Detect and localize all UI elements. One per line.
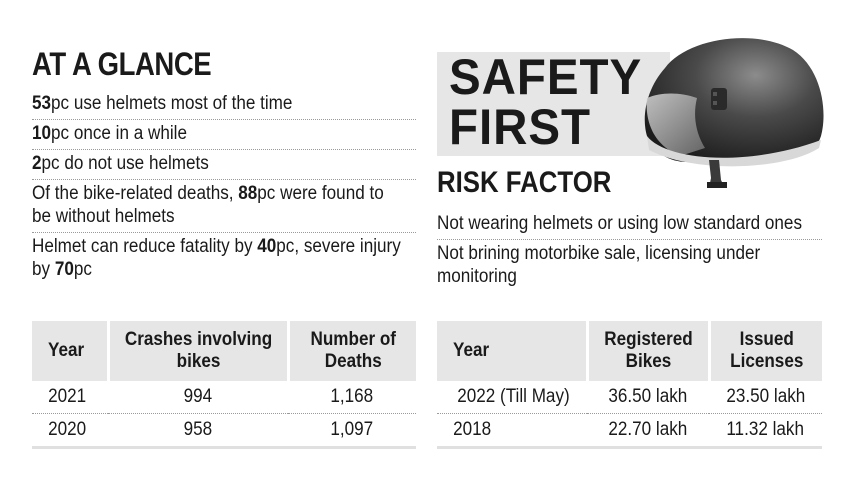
table-cell: 2022 (Till May) <box>457 386 570 407</box>
table-cell: 2018 <box>437 413 587 449</box>
column-header: Crashes involving bikes <box>106 321 288 381</box>
list-item: Not brining motorbike sale, licensing un… <box>437 243 761 287</box>
list-item: Of the bike-related deaths, 88pc were fo… <box>32 180 416 233</box>
table-cell: 1,168 <box>330 386 374 407</box>
column-header: Year <box>32 321 108 381</box>
risk-factor-list: Not wearing helmets or using low standar… <box>437 210 822 292</box>
list-item: 2pc do not use helmets <box>32 150 416 180</box>
table-row: 2021 994 1,168 <box>32 381 416 414</box>
table-cell: 994 <box>183 386 213 407</box>
table-row: 2022 (Till May) 36.50 lakh 23.50 lakh <box>437 381 822 414</box>
list-item: Not wearing helmets or using low standar… <box>437 210 822 240</box>
table-row: 2020 958 1,097 <box>32 413 416 449</box>
column-header: Issued Licenses <box>707 321 822 381</box>
risk-factor-heading: RISK FACTOR <box>437 166 612 199</box>
table-cell: 1,097 <box>288 413 416 449</box>
table-row: 2018 22.70 lakh 11.32 lakh <box>437 413 822 449</box>
column-header: Number of Deaths <box>286 321 416 381</box>
table-cell: 36.50 lakh <box>608 386 688 407</box>
crash-table: Year Crashes involving bikes Number of D… <box>32 321 416 449</box>
table-cell: 23.50 lakh <box>726 386 805 407</box>
list-item: 10pc once in a while <box>32 120 416 150</box>
column-header: Year <box>437 321 587 381</box>
at-a-glance-heading: AT A GLANCE <box>32 46 212 82</box>
table-header-row: Year Registered Bikes Issued Licenses <box>437 321 822 381</box>
table-cell: 11.32 lakh <box>709 413 822 449</box>
table-cell: 2020 <box>32 413 108 449</box>
list-item: Helmet can reduce fatality by 40pc, seve… <box>32 236 401 280</box>
safety-first-title: SAFETY FIRST <box>449 49 643 155</box>
safety-first-banner <box>437 52 670 156</box>
motorcycle-helmet-icon <box>644 38 824 188</box>
table-cell: 958 <box>108 413 288 449</box>
list-item: 53pc use helmets most of the time <box>32 90 416 120</box>
table-cell: 2021 <box>48 386 87 407</box>
at-a-glance-list: 53pc use helmets most of the time 10pc o… <box>32 90 416 285</box>
registration-table: Year Registered Bikes Issued Licenses 20… <box>437 321 822 449</box>
table-cell: 22.70 lakh <box>587 413 709 449</box>
column-header: Registered Bikes <box>585 321 709 381</box>
table-header-row: Year Crashes involving bikes Number of D… <box>32 321 416 381</box>
